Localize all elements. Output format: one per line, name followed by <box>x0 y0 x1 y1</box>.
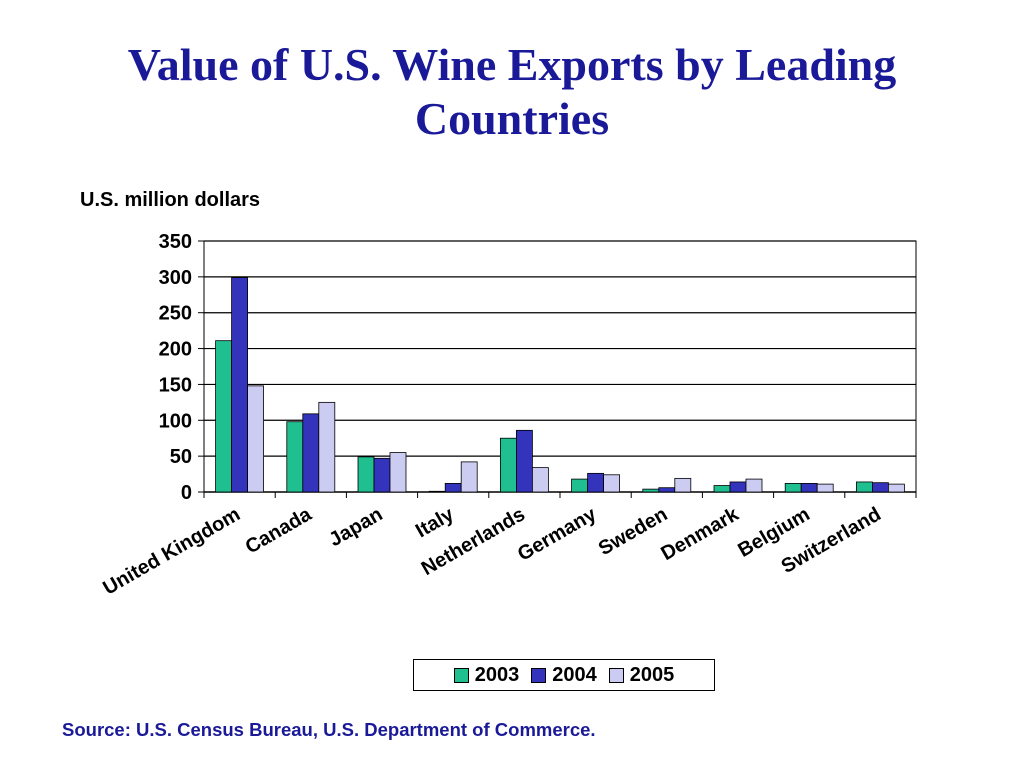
bar-2003-netherlands <box>499 437 517 493</box>
x-category-label: Denmark <box>657 503 743 565</box>
chart-title-line-2: Countries <box>414 93 610 144</box>
x-category-label: Germany <box>514 503 601 566</box>
chart-legend: 2003 2004 2005 <box>413 659 715 691</box>
bar-2003-united-kingdom <box>215 340 233 493</box>
y-tick-label: 50 <box>170 446 192 468</box>
bar-2004-germany <box>587 472 604 493</box>
bar-2003-germany <box>571 478 588 493</box>
bar-2005-canada <box>318 401 336 493</box>
bar-2003-japan <box>357 456 375 493</box>
legend-item-2004: 2004 <box>531 664 597 687</box>
bar-2005-belgium <box>816 483 834 493</box>
bar-2003-denmark <box>713 485 731 493</box>
legend-label-2003: 2003 <box>474 663 520 686</box>
source-note: Source: U.S. Census Bureau, U.S. Departm… <box>62 719 596 740</box>
x-category-label: United Kingdom <box>99 503 244 599</box>
bar-2005-italy <box>460 461 478 493</box>
chart-title: Value of U.S. Wine Exports by Leading Co… <box>0 38 1024 146</box>
y-tick-label: 200 <box>159 339 192 361</box>
bar-2005-sweden <box>674 477 692 493</box>
bar-2003-italy <box>428 490 446 493</box>
bar-2004-netherlands <box>516 429 533 493</box>
bar-2004-belgium <box>800 482 818 493</box>
legend-item-2003: 2003 <box>453 663 520 687</box>
y-tick-label: 0 <box>181 482 192 504</box>
bar-2004-united-kingdom <box>231 277 249 493</box>
y-axis-unit-label: U.S. million dollars <box>80 189 261 211</box>
bar-2004-switzerland <box>872 482 889 493</box>
legend-swatch-2003 <box>453 667 469 683</box>
bar-2004-japan <box>373 457 391 493</box>
bar-2005-netherlands <box>532 467 549 493</box>
legend-label-2005: 2005 <box>629 663 675 686</box>
y-tick-label: 150 <box>159 374 192 396</box>
bar-2003-switzerland <box>856 481 873 493</box>
bar-2003-belgium <box>784 482 802 493</box>
y-tick-label: 250 <box>159 303 192 325</box>
x-category-label: Canada <box>242 503 316 559</box>
bar-2005-united-kingdom <box>247 385 265 493</box>
y-tick-label: 350 <box>159 231 192 253</box>
x-category-label: Italy <box>412 503 458 543</box>
bar-2004-italy <box>444 482 462 493</box>
bar-2005-japan <box>389 452 407 493</box>
x-category-label: Japan <box>325 503 386 551</box>
bar-2003-canada <box>286 421 304 493</box>
bar-2004-denmark <box>729 481 747 493</box>
bar-2005-switzerland <box>888 483 905 493</box>
y-tick-label: 100 <box>159 410 192 432</box>
legend-label-2004: 2004 <box>552 663 597 686</box>
bar-2005-denmark <box>745 478 763 493</box>
bar-2005-germany <box>603 474 620 493</box>
legend-swatch-2005 <box>608 667 624 683</box>
bar-2003-sweden <box>642 488 660 493</box>
chart-title-line-1: Value of U.S. Wine Exports by Leading <box>127 39 897 90</box>
y-tick-label: 300 <box>159 267 192 289</box>
bar-2004-canada <box>302 413 320 493</box>
legend-swatch-2004 <box>531 667 547 683</box>
bar-2004-sweden <box>658 487 676 493</box>
legend-item-2005: 2005 <box>608 663 675 687</box>
